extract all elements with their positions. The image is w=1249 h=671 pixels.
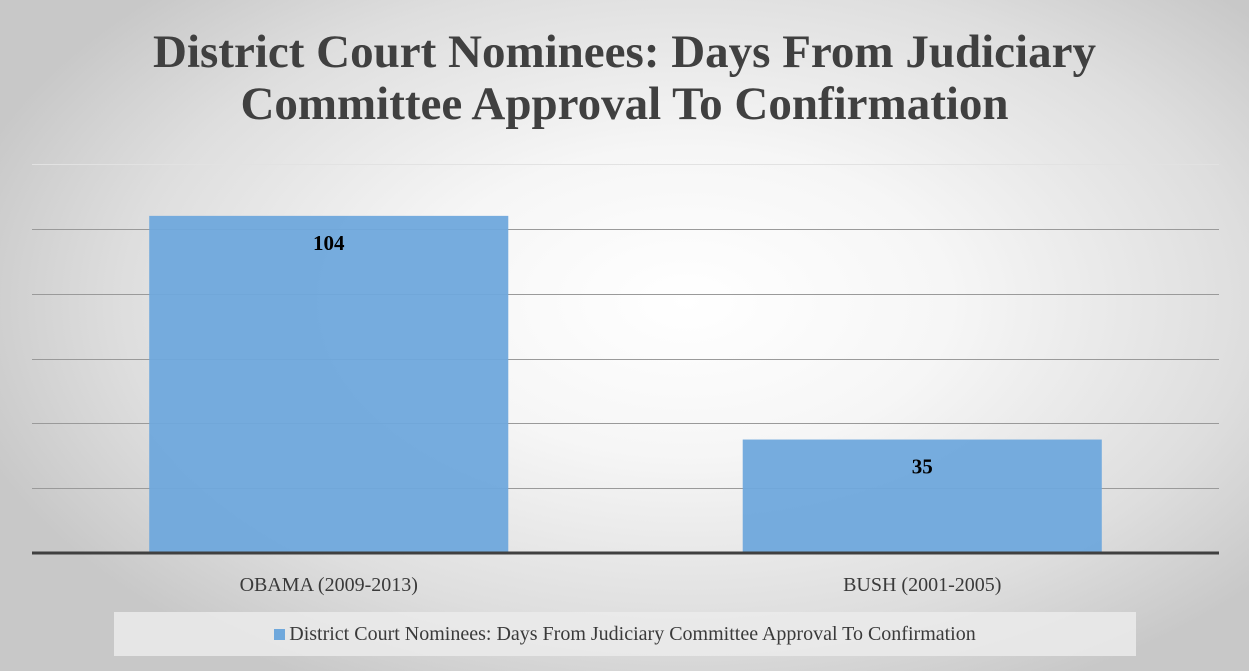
chart-title-line-2: Committee Approval To Confirmation: [240, 78, 1009, 130]
bar: [149, 215, 509, 553]
legend: District Court Nominees: Days From Judic…: [114, 612, 1136, 656]
chart-title: District Court Nominees: Days From Judic…: [0, 26, 1249, 130]
data-label: 35: [912, 455, 933, 479]
bar: [742, 439, 1102, 553]
x-tick-label: BUSH (2001-2005): [843, 574, 1001, 596]
chart-title-line-1: District Court Nominees: Days From Judic…: [153, 26, 1096, 78]
data-label: 104: [313, 231, 345, 255]
x-tick-label: OBAMA (2009-2013): [240, 574, 418, 596]
legend-swatch: [274, 628, 286, 640]
legend-label: District Court Nominees: Days From Judic…: [289, 622, 976, 645]
